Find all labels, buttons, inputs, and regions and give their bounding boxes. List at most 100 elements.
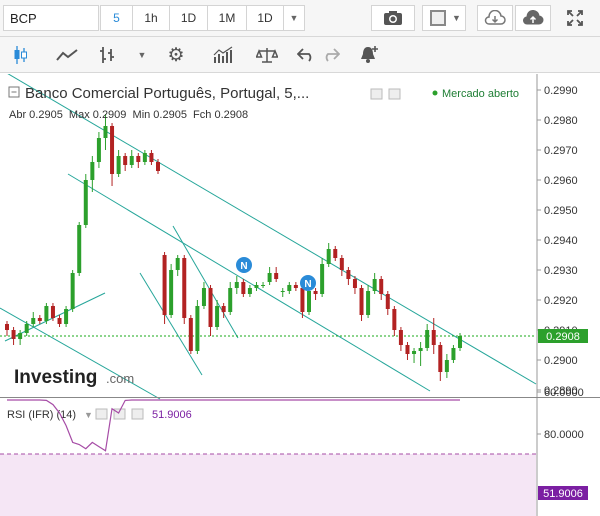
- chart-area[interactable]: 0.2990 0.2980 0.2970 0.2960 0.2950 0.2940 0.29…: [0, 74, 600, 516]
- candle: [175, 255, 180, 276]
- line-chart-icon: [56, 49, 78, 61]
- market-status: Mercado aberto: [442, 88, 519, 100]
- candle: [267, 267, 272, 285]
- eye-icon[interactable]: [370, 88, 383, 100]
- price-tick-label: 0.2970: [544, 145, 578, 157]
- candle: [352, 276, 357, 294]
- candle: [398, 327, 403, 351]
- candle: [149, 150, 154, 165]
- news-marker[interactable]: N: [236, 257, 252, 273]
- interval-1d-button[interactable]: 1D: [169, 5, 208, 31]
- indicators-icon: [213, 46, 233, 63]
- candle: [208, 285, 213, 336]
- settings-small-icon[interactable]: [113, 408, 126, 420]
- price-tick-label: 0.2920: [544, 295, 578, 307]
- compare-button[interactable]: [252, 42, 282, 68]
- trend-line-upper: [7, 74, 537, 385]
- cloud-upload-button[interactable]: [515, 5, 551, 31]
- candles-button[interactable]: [6, 42, 34, 68]
- chevron-down-icon: ▼: [137, 50, 147, 60]
- undo-button[interactable]: [294, 42, 318, 68]
- chart-style-button[interactable]: ▼: [422, 5, 466, 31]
- candle: [201, 282, 206, 309]
- candle: [116, 150, 121, 177]
- indicators-button[interactable]: [207, 42, 239, 68]
- chart-type-dropdown[interactable]: ▼: [132, 42, 152, 68]
- fullscreen-button[interactable]: [560, 5, 590, 31]
- price-tick-label: 0.2990: [544, 85, 578, 97]
- candle: [333, 246, 338, 261]
- rsi-tick-label: 80.0000: [544, 429, 584, 441]
- settings-small-icon[interactable]: [388, 88, 401, 100]
- interval-dropdown[interactable]: ▼: [283, 5, 305, 31]
- price-tick-label: 0.2940: [544, 235, 578, 247]
- symbol-input[interactable]: [3, 5, 99, 31]
- rsi-line: [7, 399, 460, 452]
- candle: [392, 306, 397, 336]
- candle: [182, 255, 187, 324]
- price-tick-label: 0.2930: [544, 265, 578, 277]
- cloud-upload-icon: [523, 10, 544, 25]
- rsi-axis: 80.0000 60.0000: [537, 387, 584, 441]
- candle: [287, 282, 292, 294]
- news-marker[interactable]: N: [300, 275, 316, 291]
- square-icon: [430, 10, 446, 26]
- rsi-label: RSI (IFR) (14): [7, 409, 76, 421]
- candle: [77, 222, 82, 276]
- chevron-down-icon[interactable]: ▼: [84, 410, 93, 420]
- candle: [359, 285, 364, 321]
- candle: [90, 156, 95, 192]
- candle: [228, 282, 233, 315]
- price-tick-label: 0.2900: [544, 355, 578, 367]
- candle: [366, 285, 371, 318]
- candle: [156, 159, 160, 174]
- interval-5-button[interactable]: 5: [100, 5, 133, 31]
- interval-1m-button[interactable]: 1M: [207, 5, 247, 31]
- svg-text:.com: .com: [106, 371, 134, 386]
- price-tick-label: 0.2890: [544, 385, 578, 397]
- candle: [438, 342, 443, 381]
- candle: [24, 321, 29, 336]
- settings-button[interactable]: ⚙: [160, 42, 192, 68]
- candle: [254, 282, 259, 291]
- candle: [64, 306, 69, 327]
- bell-plus-icon: [361, 46, 378, 63]
- undo-icon: [297, 48, 312, 62]
- top-toolbar: 5 1h 1D 1M 1D ▼ ▼: [0, 0, 600, 37]
- candle: [103, 114, 108, 150]
- current-price-label: 0.2908: [538, 329, 588, 343]
- price-tick-label: 0.2960: [544, 175, 578, 187]
- candle: [425, 324, 430, 351]
- trend-line-middle: [67, 173, 431, 392]
- eye-icon[interactable]: [95, 408, 108, 420]
- cloud-download-button[interactable]: [477, 5, 513, 31]
- svg-text:0.2908: 0.2908: [546, 331, 580, 343]
- line-chart-button[interactable]: [50, 42, 84, 68]
- price-tick-label: 0.2950: [544, 205, 578, 217]
- candle: [57, 315, 62, 327]
- ohlc-bars-icon: [100, 47, 114, 63]
- interval-custom-button[interactable]: 1D: [246, 5, 284, 31]
- candle: [129, 150, 134, 168]
- candle: [451, 345, 456, 363]
- candle: [431, 318, 436, 354]
- bars-button[interactable]: [93, 42, 121, 68]
- rsi-value-text: 51.9006: [152, 409, 192, 421]
- screenshot-button[interactable]: [371, 5, 415, 31]
- candle: [326, 243, 331, 267]
- candle: [247, 285, 252, 297]
- redo-button[interactable]: [319, 42, 343, 68]
- candlestick-icon: [14, 46, 27, 64]
- candle: [169, 264, 174, 318]
- svg-text:N: N: [240, 261, 247, 272]
- close-icon[interactable]: [131, 408, 144, 420]
- candle: [18, 330, 23, 345]
- candle: [195, 300, 200, 354]
- candle: [50, 303, 55, 321]
- candle: [96, 132, 101, 168]
- instrument-name: Banco Comercial Português, Portugal, 5,.…: [25, 85, 309, 102]
- alert-button[interactable]: [353, 42, 385, 68]
- chevron-down-icon: ▼: [289, 13, 299, 23]
- interval-1h-button[interactable]: 1h: [132, 5, 170, 31]
- candle: [339, 255, 344, 276]
